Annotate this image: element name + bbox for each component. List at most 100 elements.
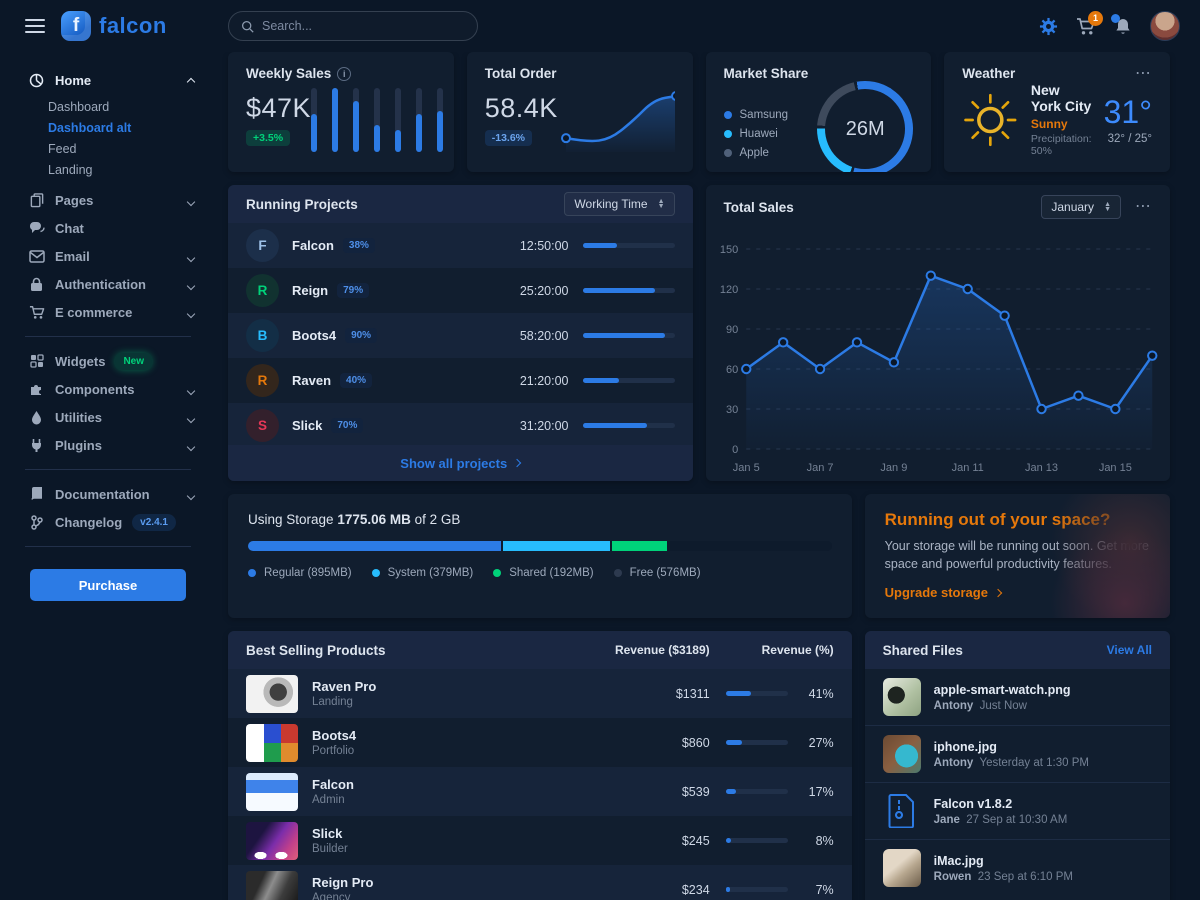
project-time: 31:20:00 [519,418,569,433]
sidebar-item-ecommerce[interactable]: E commerce [0,298,216,326]
product-progress-bar [725,789,788,794]
svg-text:Jan 11: Jan 11 [951,462,983,474]
project-avatar: F [246,229,279,262]
sidebar-item-documentation[interactable]: Documentation [0,480,216,508]
search-input[interactable] [262,19,465,33]
product-progress-bar [725,887,788,892]
hamburger-menu-icon[interactable] [25,15,45,37]
user-avatar[interactable] [1150,11,1180,41]
gear-icon [1039,17,1058,35]
weekly-sales-title: Weekly Sales [246,66,332,81]
chevron-down-icon [186,438,196,453]
sidebar-item-widgets[interactable]: Widgets New [0,347,216,375]
file-name: iMac.jpg [933,853,984,868]
upgrade-space-card: Running out of your space? Your storage … [864,494,1170,618]
sidebar-item-home[interactable]: Home [0,66,216,94]
market-share-total: 26M [845,117,885,140]
product-percent: 41% [808,686,834,701]
weather-temperature: 31° [1103,94,1152,130]
svg-text:150: 150 [719,244,737,256]
product-category: Admin [312,794,345,806]
sidebar-item-authentication[interactable]: Authentication [0,270,216,298]
best-selling-products-card: Best Selling Products Revenue ($3189) Re… [228,631,852,900]
notification-dot [1111,13,1120,23]
product-name: Falcon [312,777,354,792]
main-content: Weekly Sales i $47K +3.5% Total Order 58… [216,52,1200,900]
sidebar-item-plugins[interactable]: Plugins [0,431,216,459]
shared-files-title: Shared Files [882,642,963,658]
purchase-button[interactable]: Purchase [30,569,186,601]
weekly-sales-value: $47K [246,93,312,123]
cart-count-badge: 1 [1088,10,1103,26]
file-name: Falcon v1.8.2 [933,796,1013,811]
product-progress-bar [725,691,788,696]
chevron-down-icon [186,410,196,425]
working-time-select[interactable]: Working Time ▲ ▼ [564,192,675,216]
month-select[interactable]: January ▲ ▼ [1041,195,1121,219]
envelope-icon [28,249,45,263]
product-list: Raven Pro Landing $1311 41% Boots4 Portfol… [228,669,852,900]
legend-dot [248,569,256,577]
bell-icon [1116,18,1130,34]
sidebar-item-pages[interactable]: Pages [0,186,216,214]
more-menu-icon[interactable]: ⋯ [1135,64,1152,82]
product-percent: 8% [815,833,834,848]
view-all-link[interactable]: View All [1106,643,1152,657]
project-percent-badge: 79% [337,283,370,298]
cart-button[interactable]: 1 [1076,10,1103,36]
project-progress-bar [582,333,675,338]
sidebar-item-chat[interactable]: Chat [0,214,216,242]
search-box[interactable] [228,11,478,41]
legend-dot [723,149,732,157]
project-name: Falcon [292,238,334,253]
sidebar-item-landing[interactable]: Landing [48,162,93,177]
file-thumbnail-apple-smart-watch [882,678,921,716]
total-sales-line-chart: 0 30 60 90 120 150 Jan 5 Jan 7 Jan 9 Jan 11 Jan 13… [706,229,1171,481]
sidebar-item-dashboard[interactable]: Dashboard [48,99,110,114]
sidebar: Home Dashboard Dashboard alt Feed Landin… [0,52,216,900]
sidebar-item-utilities[interactable]: Utilities [0,403,216,431]
project-row: R Reign 79% 25:20:00 [228,268,693,313]
file-icon-falcon-zip [883,792,921,830]
show-all-projects-link[interactable]: Show all projects [228,445,693,481]
project-time: 25:20:00 [519,283,569,298]
list-item[interactable]: iphone.jpg Antony Yesterday at 1:30 PM [864,725,1170,782]
product-price: $860 [681,735,710,750]
chevron-right-icon [993,588,1003,597]
legend-dot [613,569,622,577]
list-item[interactable]: iMac.jpg Rowen 23 Sep at 6:10 PM [864,839,1170,896]
table-row: Boots4 Portfolio $860 27% [228,718,852,767]
project-avatar: R [246,274,279,307]
svg-text:60: 60 [726,364,738,376]
sidebar-item-dashboard-alt[interactable]: Dashboard alt [48,120,132,135]
sidebar-item-feed[interactable]: Feed [48,141,77,156]
legend-item: Free (576MB) [613,567,701,579]
weekly-sales-bar-chart [311,87,444,152]
sidebar-item-email[interactable]: Email [0,242,216,270]
sidebar-item-components[interactable]: Components [0,375,216,403]
list-item[interactable]: Falcon v1.8.2 Jane 27 Sep at 10:30 AM [864,782,1170,839]
sidebar-divider [25,469,191,470]
more-menu-icon[interactable]: ⋯ [1135,198,1152,215]
running-projects-title: Running Projects [246,196,358,212]
upgrade-storage-link[interactable]: Upgrade storage [885,585,1150,600]
brand-logo[interactable]: f falcon [61,11,167,41]
file-meta: Jane 27 Sep at 10:30 AM [933,813,1068,826]
project-progress-bar [582,423,675,428]
info-icon[interactable]: i [337,66,352,81]
product-progress-bar [725,740,788,745]
market-share-donut-chart: 26M [817,81,914,172]
file-meta: Antony Just Now [933,699,1027,712]
file-thumbnail-iphone [882,735,921,773]
sidebar-item-changelog[interactable]: Changelog v2.4.1 [0,508,216,536]
table-row: Falcon Admin $539 17% [228,767,852,816]
notifications-button[interactable] [1111,13,1132,36]
settings-button[interactable] [1039,17,1058,36]
project-percent-badge: 70% [331,418,364,433]
legend-item: Regular (895MB) [248,567,352,579]
storage-segment [248,541,502,551]
storage-segment [668,541,832,551]
list-item[interactable]: apple-smart-watch.png Antony Just Now [865,669,1170,725]
storage-progress-bar [248,541,832,551]
project-name: Boots4 [292,328,337,343]
